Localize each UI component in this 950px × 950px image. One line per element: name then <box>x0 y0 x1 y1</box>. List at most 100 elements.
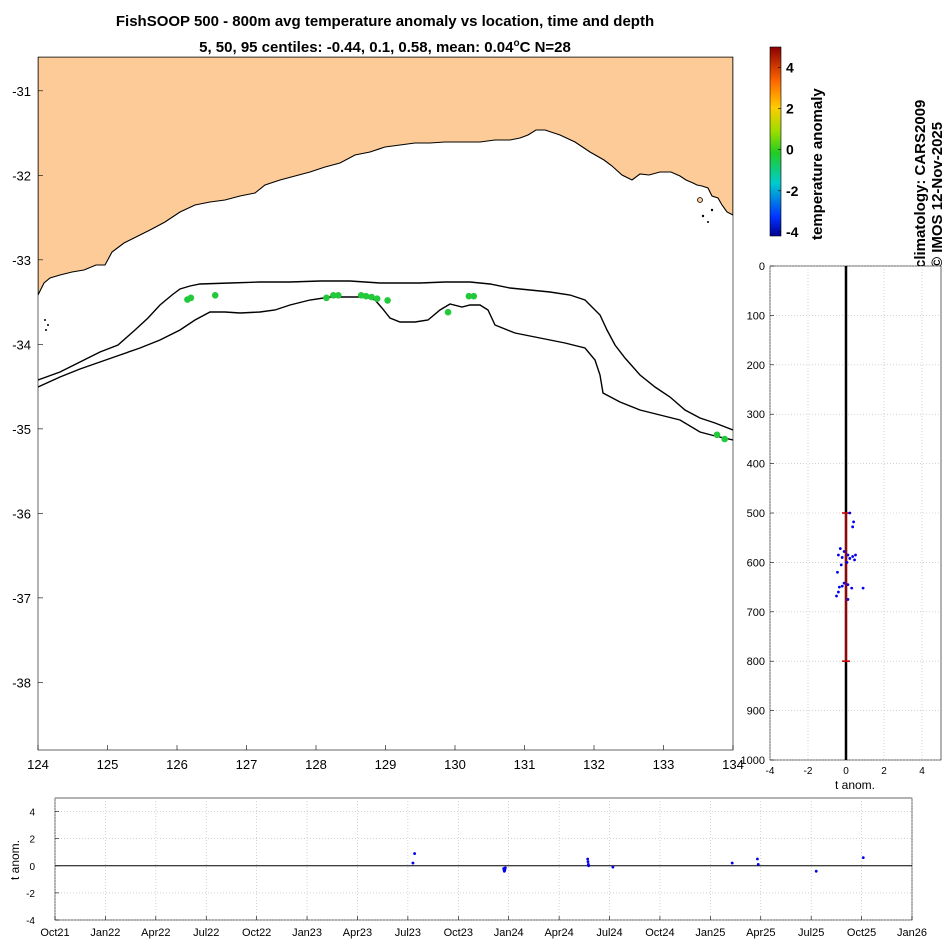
profile-point <box>848 511 852 515</box>
profile-x-tick-label: 2 <box>881 766 887 777</box>
profile-frame <box>769 265 942 761</box>
shelf-contour-2000m <box>38 296 733 441</box>
map-point <box>444 308 452 316</box>
ts-x-tick-label: Oct24 <box>645 927 674 939</box>
profile-point <box>853 558 856 562</box>
map-y-tick-label: -38 <box>12 675 31 690</box>
profile-y-tick-label: 400 <box>747 459 765 471</box>
profile-y-tick-label: 700 <box>747 607 765 619</box>
profile-y-tick-label: 1000 <box>741 755 765 767</box>
ts-x-tick-label: Jul24 <box>596 927 622 939</box>
ts-x-tick-label: Jul23 <box>395 927 421 939</box>
colorbar-ticks: 4 2 0 -2 -4 <box>778 60 799 240</box>
map-x-tick-label: 126 <box>166 757 188 772</box>
colorbar-label: temperature anomaly <box>809 88 826 240</box>
profile-y-axis: 0 100 200 300 400 500 600 700 800 900 1000 <box>741 261 774 767</box>
ts-x-tick-label: Apr24 <box>544 927 573 939</box>
profile-point <box>851 555 855 558</box>
map-y-tick-label: -33 <box>12 253 31 268</box>
ts-point <box>503 866 507 870</box>
colorbar: 4 2 0 -2 -4 temperature anomaly <box>769 46 826 240</box>
profile-y-tick-label: 900 <box>747 706 765 718</box>
profile-point <box>837 590 840 594</box>
map-point <box>323 294 330 302</box>
ts-x-tick-label: Jul22 <box>193 927 219 939</box>
profile-y-tick-label: 0 <box>759 261 765 273</box>
map-x-tick-label: 125 <box>97 757 119 772</box>
profile-points-group <box>835 511 865 601</box>
profile-point <box>842 550 846 553</box>
profile-y-tick-label: 200 <box>747 360 765 372</box>
subtitle-count: C N=28 <box>519 39 571 56</box>
subtitle-degree: o <box>513 38 520 49</box>
ts-point <box>756 857 759 861</box>
ts-x-tick-label: Jan26 <box>897 927 927 939</box>
map-x-tick-label: 130 <box>444 757 466 772</box>
profile-point <box>854 553 857 557</box>
profile-point <box>837 553 840 557</box>
ts-x-tick-label: Jan24 <box>494 927 524 939</box>
map-panel: 124 125 126 127 128 129 130 131 132 133 134 -31 -32… <box>12 56 744 772</box>
colorbar-tick-label: -4 <box>786 224 799 240</box>
map-point <box>373 295 381 303</box>
map-y-axis: -31 -32 -33 -34 -35 -36 -37 -38 <box>12 84 43 690</box>
profile-x-tick-label: 0 <box>843 766 849 777</box>
profile-x-tick-label: -2 <box>804 766 813 777</box>
map-point <box>713 431 721 439</box>
ts-y-tick-label: 4 <box>29 808 35 819</box>
shelf-contour-200m <box>38 280 733 431</box>
profile-x-axis: -4 -2 0 2 4 <box>766 766 926 777</box>
ts-y-tick-label: 0 <box>29 862 35 873</box>
map-x-tick-label: 128 <box>305 757 327 772</box>
ts-y-tick-label: -2 <box>26 889 35 900</box>
colorbar-tick-label: -2 <box>786 183 799 199</box>
map-point <box>334 292 342 299</box>
profile-point <box>851 525 855 529</box>
map-point <box>721 435 728 443</box>
ts-x-tick-label: Jan23 <box>292 927 322 939</box>
profile-point <box>848 557 852 560</box>
profile-point <box>852 520 855 524</box>
profile-point <box>846 598 850 601</box>
profile-point <box>842 581 846 585</box>
map-y-tick-label: -35 <box>12 422 31 437</box>
ts-point <box>413 852 417 855</box>
ts-x-tick-label: Jul25 <box>798 927 824 939</box>
map-x-tick-label: 134 <box>722 757 744 772</box>
colorbar-gradient <box>769 46 782 237</box>
ts-point <box>587 864 591 868</box>
profile-point <box>837 585 841 589</box>
profile-point <box>861 586 865 590</box>
ts-x-tick-label: Oct22 <box>242 927 271 939</box>
land-area <box>38 57 733 296</box>
island-dots <box>44 197 714 331</box>
colorbar-tick-label: 4 <box>786 60 794 76</box>
profile-y-tick-label: 600 <box>747 557 765 569</box>
profile-y-tick-label: 800 <box>747 656 765 668</box>
map-point <box>211 292 219 299</box>
ts-points-group <box>411 852 865 873</box>
map-x-tick-label: 132 <box>583 757 605 772</box>
map-layers <box>38 57 733 443</box>
ts-point <box>730 861 734 865</box>
ts-x-tick-label: Jan25 <box>695 927 725 939</box>
profile-y-tick-label: 100 <box>747 310 765 322</box>
profile-y-tick-label: 500 <box>747 508 765 520</box>
map-x-tick-label: 129 <box>375 757 397 772</box>
profile-point <box>838 547 842 550</box>
map-point <box>357 292 365 299</box>
chart-subtitle: 5, 50, 95 centiles: -0.44, 0.1, 0.58, me… <box>0 34 770 58</box>
ts-point <box>756 863 760 866</box>
profile-x-tick-label: -4 <box>766 766 775 777</box>
ts-frame <box>54 797 913 921</box>
ts-y-tick-label: -4 <box>26 916 35 927</box>
profile-y-tick-label: 300 <box>747 409 765 421</box>
colorbar-tick-label: 2 <box>786 101 794 117</box>
map-point <box>470 292 478 300</box>
ts-point <box>411 861 415 865</box>
profile-point <box>840 584 844 588</box>
map-y-tick-label: -31 <box>12 84 31 99</box>
ts-x-axis: Oct21 Jan22 Apr22 Jul22 Oct22 Jan23 Apr23 Jul23… <box>40 916 927 939</box>
ts-point <box>586 857 590 861</box>
